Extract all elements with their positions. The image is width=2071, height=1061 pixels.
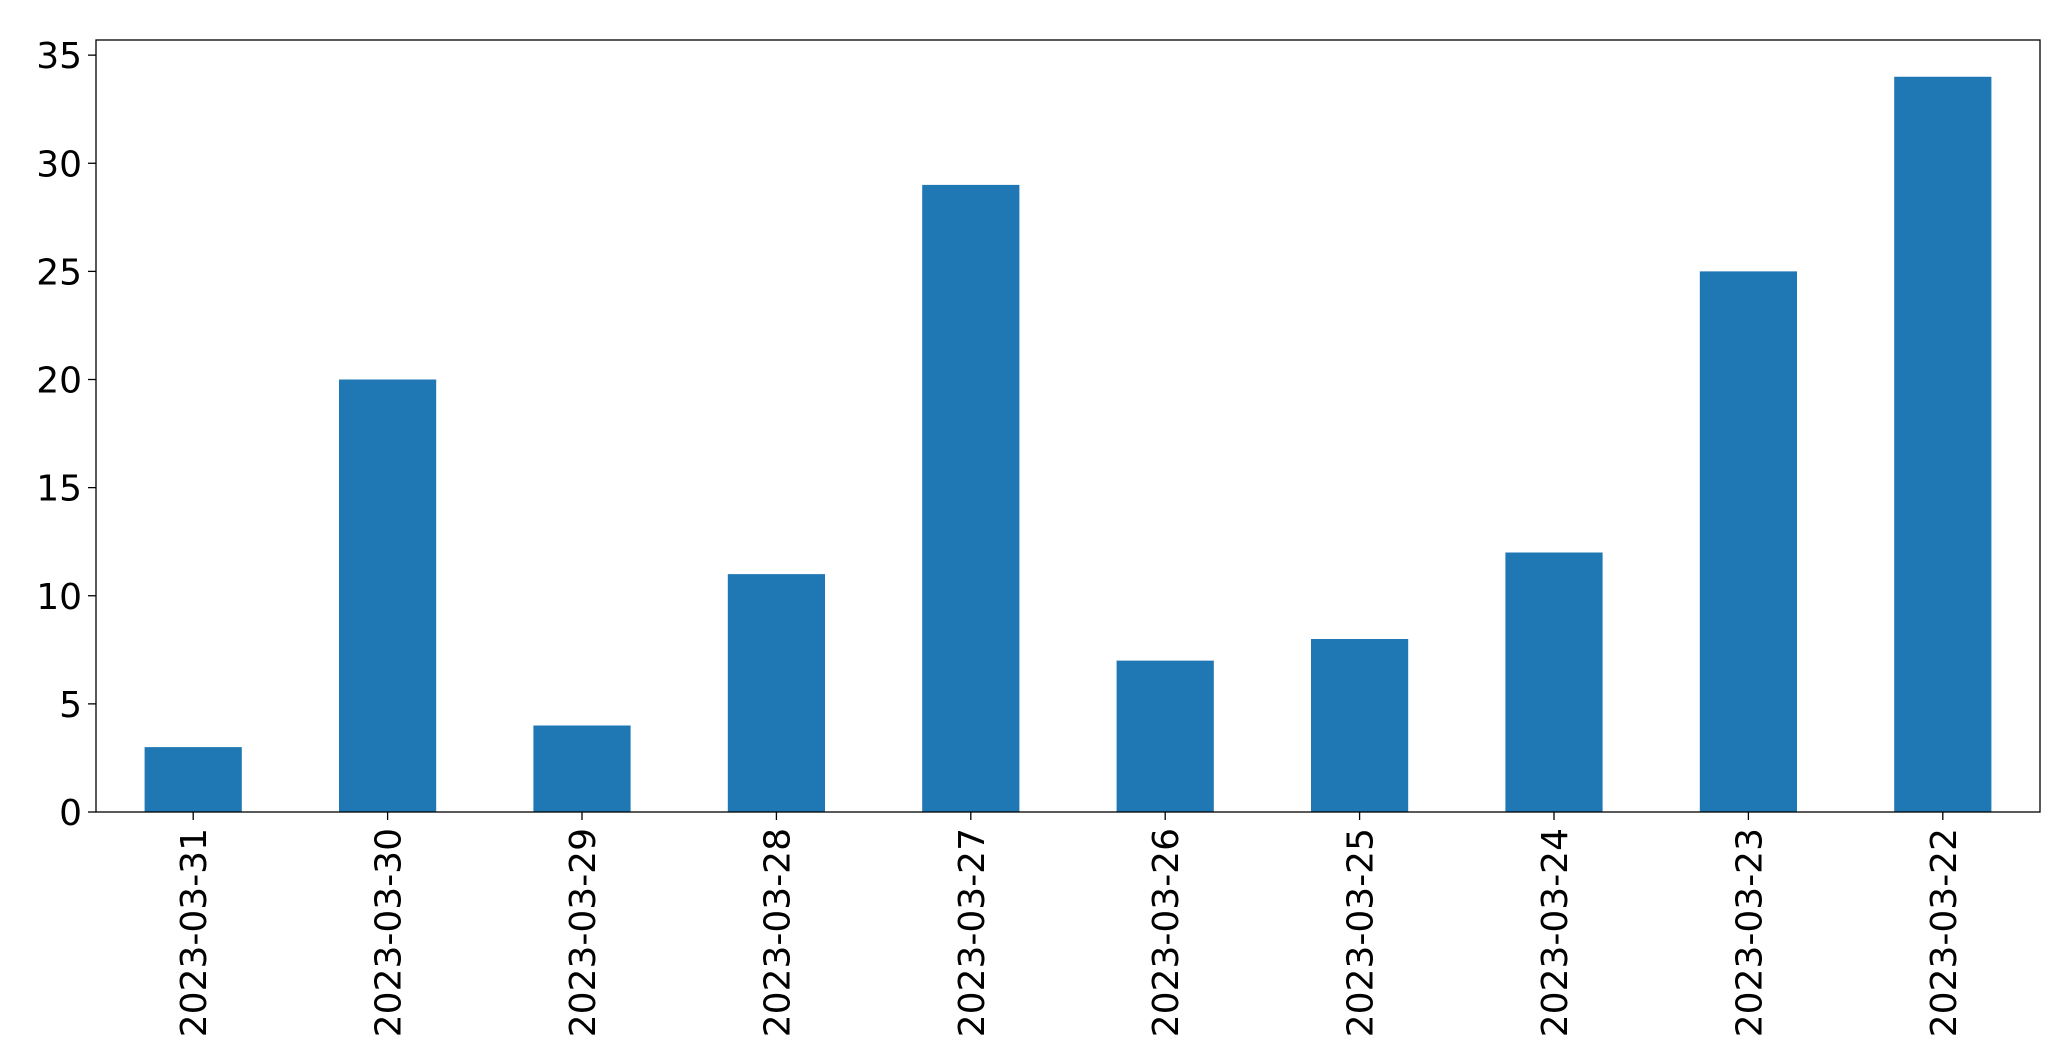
x-tick-label: 2023-03-23: [1729, 828, 1770, 1037]
y-tick-label: 10: [36, 577, 82, 618]
bar: [1699, 271, 1797, 812]
x-tick-label: 2023-03-29: [563, 828, 604, 1037]
bar: [1116, 660, 1214, 812]
bar: [1894, 76, 1992, 812]
plot-frame: [95, 39, 2041, 813]
bar: [1311, 639, 1409, 812]
bar: [1505, 552, 1603, 812]
bar: [922, 184, 1020, 813]
x-tick-label: 2023-03-30: [369, 828, 410, 1037]
y-tick-label: 20: [36, 361, 82, 402]
x-tick-label: 2023-03-24: [1535, 828, 1576, 1037]
x-tick-label: 2023-03-31: [174, 828, 215, 1037]
y-tick-label: 25: [36, 252, 82, 293]
x-tick-label: 2023-03-28: [757, 828, 798, 1037]
y-tick-label: 15: [36, 469, 82, 510]
x-tick-label: 2023-03-22: [1924, 828, 1965, 1037]
y-tick-label: 35: [36, 36, 82, 77]
bar: [339, 379, 437, 812]
bar: [533, 725, 631, 812]
y-tick-label: 0: [59, 793, 82, 834]
bar: [144, 747, 242, 812]
x-tick-label: 2023-03-26: [1146, 828, 1187, 1037]
bar: [727, 574, 825, 812]
y-tick-label: 5: [59, 685, 82, 726]
x-tick-label: 2023-03-27: [952, 828, 993, 1037]
y-tick-label: 30: [36, 144, 82, 185]
x-tick-label: 2023-03-25: [1341, 828, 1382, 1037]
